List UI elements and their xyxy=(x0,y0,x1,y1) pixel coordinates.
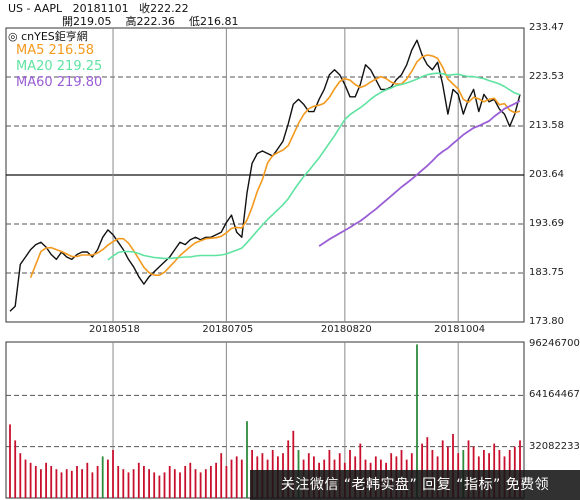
volume-bar xyxy=(101,456,104,498)
volume-bar xyxy=(168,466,171,498)
volume-bar xyxy=(210,466,212,498)
volume-bar xyxy=(416,344,418,498)
volume-bar xyxy=(107,459,109,498)
volume-bar xyxy=(60,472,63,498)
price-y-tick-label: 223.53 xyxy=(529,70,564,82)
volume-bar xyxy=(143,466,145,498)
volume-y-tick-label: 96246700 xyxy=(529,338,580,349)
ma5-line xyxy=(29,54,521,278)
source-line: ◎ cnYES鉅亨網 xyxy=(8,30,88,43)
price-y-tick-label: 203.64 xyxy=(529,168,564,180)
volume-bar xyxy=(194,469,197,498)
source-label: cnYES鉅亨網 xyxy=(21,30,88,43)
volume-bar xyxy=(467,440,470,498)
volume-bar xyxy=(163,472,166,498)
volume-bar xyxy=(122,469,125,498)
volume-bar xyxy=(76,466,78,498)
price-y-tick-label: 213.58 xyxy=(529,120,564,131)
legend-ma20: MA20 219.25 xyxy=(16,59,103,74)
volume-bar xyxy=(34,466,37,498)
volume-bar xyxy=(55,469,58,498)
volume-bar xyxy=(96,466,99,498)
volume-bar xyxy=(426,437,429,498)
volume-bar xyxy=(441,440,444,498)
price-x-tick-label: 20180705 xyxy=(202,324,254,335)
high-price: 高222.36 xyxy=(125,15,176,28)
volume-bar xyxy=(19,453,22,498)
volume-bar xyxy=(65,469,68,498)
open-price: 開219.05 xyxy=(62,15,112,28)
volume-bar xyxy=(246,421,248,498)
volume-bar xyxy=(45,462,47,498)
volume-bar xyxy=(173,469,176,498)
volume-bar xyxy=(189,462,192,498)
legend-ma60: MA60 219.80 xyxy=(16,75,103,90)
volume-bar xyxy=(287,440,290,498)
header-line-1: US - AAPL 20181101 收222.22 xyxy=(8,2,189,15)
price-panel-grid xyxy=(5,27,525,323)
volume-bar xyxy=(158,475,161,498)
volume-bar xyxy=(70,470,73,498)
low-price: 低216.81 xyxy=(189,15,239,28)
price-y-tick-label: 173.80 xyxy=(529,316,564,327)
volume-bar xyxy=(50,466,53,498)
volume-bar xyxy=(452,434,454,498)
volume-bar xyxy=(225,466,228,498)
volume-bar xyxy=(81,469,83,498)
volume-bar xyxy=(179,472,181,498)
price-x-tick-label: 20180820 xyxy=(320,324,372,335)
volume-bar xyxy=(519,440,521,498)
market-symbol: US - AAPL xyxy=(8,2,63,15)
volume-bar xyxy=(292,430,295,498)
volume-bar xyxy=(24,459,27,498)
close-price: 收222.22 xyxy=(139,2,189,15)
volume-y-tick-label: 32082233 xyxy=(529,440,580,452)
price-x-tick-label: 20181004 xyxy=(434,324,486,335)
volume-bar xyxy=(9,424,11,498)
volume-bar xyxy=(117,466,120,498)
volume-bar xyxy=(240,459,243,498)
volume-y-tick-label: 64164467 xyxy=(529,389,580,401)
volume-bar xyxy=(112,450,114,498)
volume-bar xyxy=(235,456,238,498)
volume-bar xyxy=(29,462,32,498)
volume-bar xyxy=(137,462,140,498)
volume-bar xyxy=(184,466,187,498)
price-y-tick-label: 193.69 xyxy=(529,218,564,229)
volume-bar xyxy=(204,469,207,498)
volume-bar xyxy=(148,469,150,498)
volume-bar xyxy=(230,459,233,498)
volume-bar xyxy=(199,472,202,498)
ma20-line xyxy=(107,72,521,261)
volume-bar xyxy=(14,440,17,498)
price-y-tick-label: 233.47 xyxy=(529,22,564,33)
price-panel-series xyxy=(9,39,521,312)
volume-bar xyxy=(127,472,130,498)
volume-bar xyxy=(153,472,156,498)
header-line-2: 開219.05 高222.36 低216.81 xyxy=(62,15,239,28)
source-icon: ◎ xyxy=(8,30,18,43)
ma60-line xyxy=(318,100,521,247)
volume-bar xyxy=(215,462,217,498)
watermark-banner: 关注微信 “老韩实盘” 回复 “指标” 免费领 xyxy=(250,470,580,500)
volume-bar xyxy=(86,462,89,498)
volume-bar xyxy=(220,453,223,498)
price-y-tick-label: 183.75 xyxy=(529,266,564,278)
volume-bar xyxy=(40,469,42,498)
volume-bar xyxy=(91,472,94,498)
quote-date: 20181101 xyxy=(72,2,129,15)
price-x-tick-label: 20180518 xyxy=(89,324,140,335)
legend-ma5: MA5 216.58 xyxy=(16,43,94,58)
volume-bar xyxy=(132,469,135,498)
